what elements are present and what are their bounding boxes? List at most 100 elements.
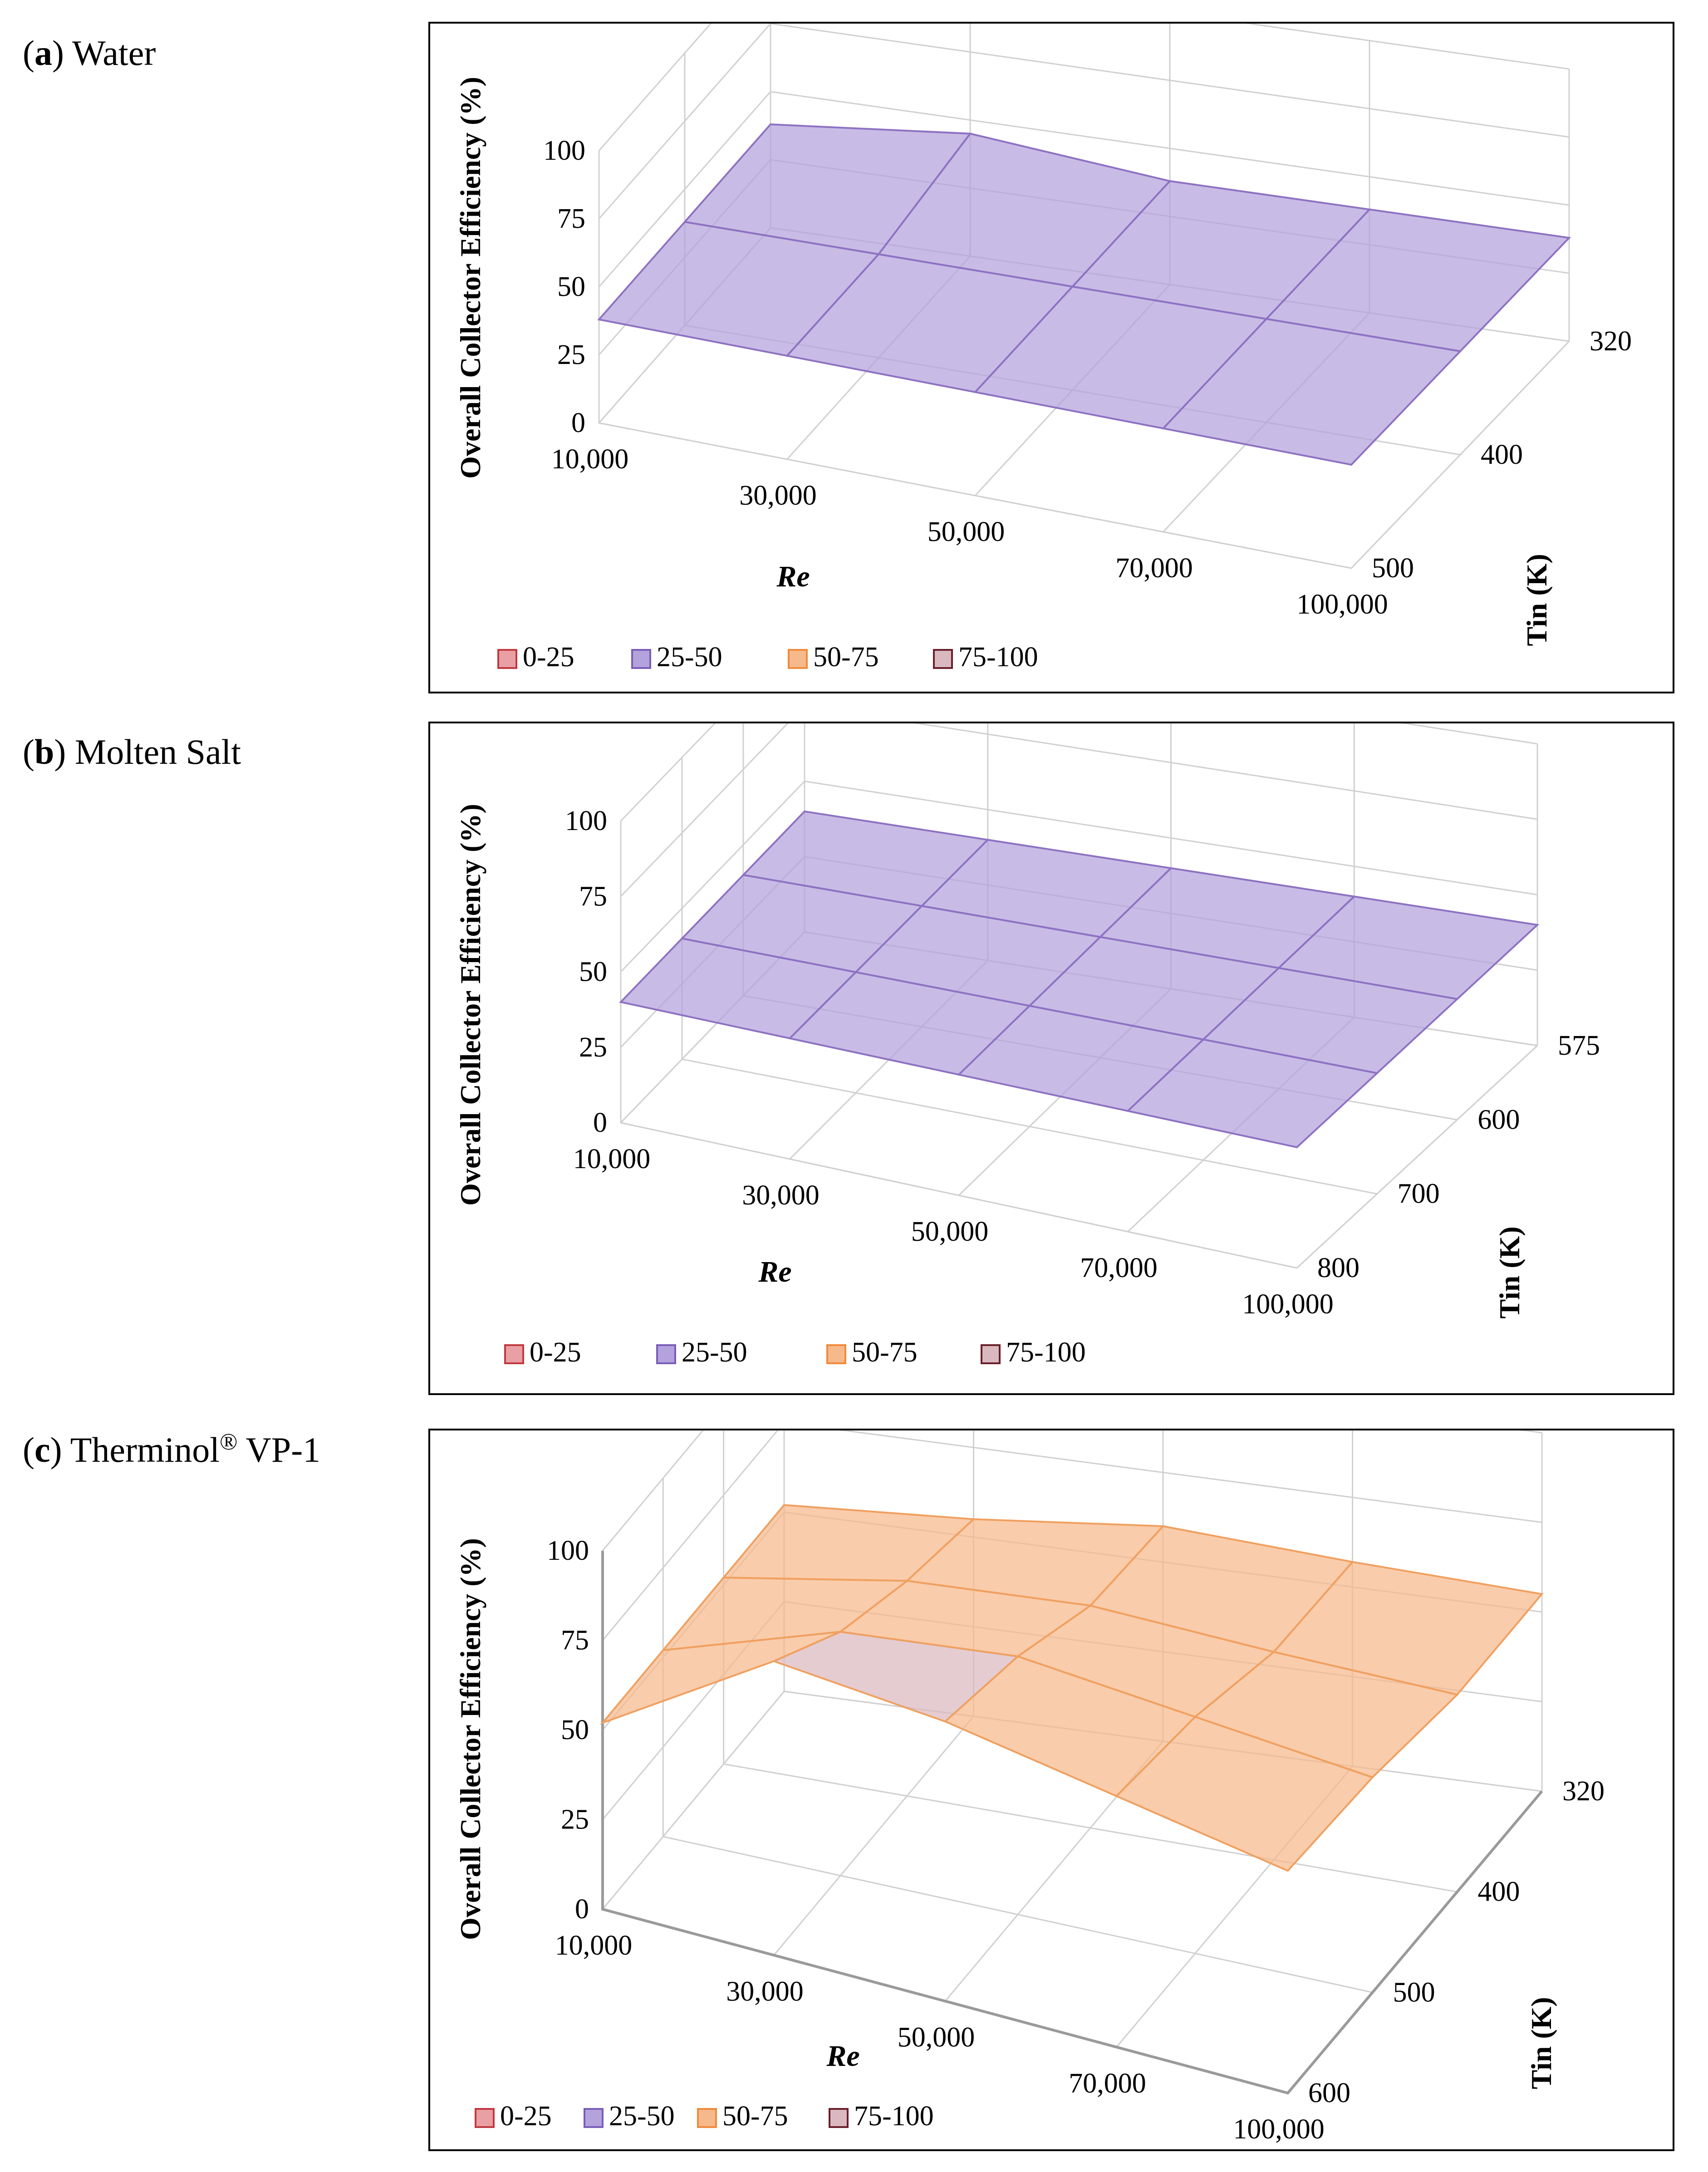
x-tick-label: 50,000 — [928, 516, 1005, 547]
legend-label: 25-50 — [657, 642, 722, 673]
z-tick-label: 100 — [547, 1535, 589, 1566]
x-tick-label: 100,000 — [1242, 1289, 1334, 1320]
y-tick-label: 320 — [1562, 1776, 1605, 1807]
legend-label: 0-25 — [530, 1337, 581, 1368]
surface-cell — [1161, 318, 1463, 466]
z-tick-label: 0 — [593, 1107, 607, 1138]
chart-c-frame: 0 25 50 75 100 10,000 30,000 50,000 70,000 100,00… — [428, 1332, 1674, 2151]
axis-edges — [601, 1551, 1543, 2095]
panel-b-letter: b — [34, 732, 54, 772]
legend-label: 75-100 — [854, 2101, 934, 2132]
panel-c-name: Therminol — [70, 1430, 220, 1469]
gridline-y-floor — [723, 1763, 1458, 1893]
x-tick-label: 30,000 — [739, 480, 817, 511]
panel-c-letter: c — [34, 1430, 50, 1469]
y-tick-label: 600 — [1477, 1104, 1520, 1135]
legend-label: 50-75 — [852, 1337, 918, 1368]
surface — [599, 1504, 1544, 1872]
gridline-x-floor — [602, 1691, 785, 1910]
y-tick-label: 800 — [1317, 1253, 1360, 1283]
gridline-z — [598, 0, 1570, 151]
z-axis-title: Overall Collector Efficiency (%) — [454, 77, 486, 479]
legend-swatch — [504, 1344, 524, 1364]
legend-label: 25-50 — [682, 1337, 747, 1368]
legend: 0-25 25-50 50-75 75-100 — [475, 2101, 934, 2132]
y-axis-title: Tin (K) — [1525, 1997, 1557, 2089]
legend-label: 75-100 — [1006, 1337, 1086, 1368]
legend-swatch — [656, 1344, 676, 1364]
panel-c-registered-mark: ® — [219, 1429, 238, 1455]
surface-cell — [1126, 1038, 1379, 1149]
panel-b-caption: (b) Molten Salt — [23, 732, 241, 772]
z-tick-label: 50 — [579, 957, 607, 988]
x-tick-label: 50,000 — [898, 2022, 975, 2053]
legend-swatch — [829, 2108, 849, 2128]
z-tick-label: 75 — [561, 1625, 589, 1656]
chart-a-frame: 0 25 50 75 100 10,000 30,000 50,000 70,000 100,00… — [428, 0, 1674, 693]
panel-a-name: Water — [72, 33, 156, 73]
surface — [597, 123, 1571, 466]
surface — [619, 810, 1540, 1149]
y-tick-label: 575 — [1558, 1030, 1600, 1061]
x-tick-label: 10,000 — [555, 1930, 633, 1961]
axis-edges — [598, 151, 1570, 569]
x-tick-label: 100,000 — [1233, 2114, 1325, 2145]
legend-swatch — [697, 2108, 717, 2128]
x-axis-title: Re — [826, 2039, 859, 2073]
legend-label: 75-100 — [958, 642, 1038, 673]
legend-swatch — [584, 2108, 604, 2128]
x-tick-label: 30,000 — [742, 1180, 820, 1211]
x-tick-label: 50,000 — [911, 1216, 989, 1247]
x-tick-label: 100,000 — [1296, 589, 1388, 620]
legend-label: 50-75 — [813, 642, 879, 673]
panel-b-name: Molten Salt — [74, 732, 241, 772]
y-axis-title: Tin (K) — [1521, 554, 1553, 646]
legend-label: 50-75 — [722, 2101, 788, 2132]
x-axis-title: Re — [758, 1255, 791, 1288]
x-tick-label: 70,000 — [1115, 553, 1193, 584]
chart-b-plot: 0 25 50 75 100 10,000 30,000 50,000 70,000 100,00… — [454, 629, 1600, 1368]
tick-labels: 0 25 50 75 100 10,000 30,000 50,000 70,000 100,00… — [543, 135, 1632, 620]
axis-edges — [620, 821, 1538, 1269]
gridline-y-floor — [663, 1836, 1373, 1993]
tick-labels: 0 25 50 75 100 10,000 30,000 50,000 70,000 100,00… — [565, 806, 1600, 1320]
legend-swatch — [826, 1344, 846, 1364]
tick-labels: 0 25 50 75 100 10,000 30,000 50,000 70,000 100,00… — [547, 1535, 1605, 2145]
legend: 0-25 25-50 50-75 75-100 — [504, 1337, 1086, 1368]
legend-swatch — [497, 649, 517, 669]
surface-cell — [1115, 1715, 1374, 1872]
panel-c-caption: (c) Therminol® VP-1 — [23, 1429, 321, 1469]
y-tick-label: 400 — [1477, 1877, 1520, 1907]
z-tick-label: 100 — [565, 806, 607, 836]
legend-label: 25-50 — [609, 2101, 675, 2132]
z-axis-title: Overall Collector Efficiency (%) — [454, 804, 486, 1206]
z-tick-label: 0 — [571, 408, 585, 438]
surface-cell — [599, 1631, 841, 1725]
z-tick-label: 0 — [575, 1894, 589, 1925]
x-tick-label: 70,000 — [1069, 2068, 1146, 2099]
y-tick-label: 600 — [1308, 2078, 1350, 2108]
legend: 0-25 25-50 50-75 75-100 — [497, 642, 1038, 673]
y-tick-label: 700 — [1398, 1179, 1440, 1209]
gridline-y-floor — [682, 1058, 1377, 1195]
z-tick-label: 25 — [579, 1032, 607, 1063]
z-tick-label: 75 — [579, 881, 607, 912]
legend-label: 0-25 — [500, 2101, 552, 2132]
panel-a-caption: (a) Water — [23, 33, 156, 73]
x-tick-label: 30,000 — [726, 1976, 804, 2007]
z-tick-label: 25 — [561, 1804, 589, 1835]
chart-a-plot: 0 25 50 75 100 10,000 30,000 50,000 70,000 100,00… — [454, 0, 1632, 673]
legend-label: 0-25 — [523, 642, 574, 673]
z-tick-label: 100 — [543, 135, 585, 166]
gridline-x-floor — [773, 1716, 974, 1956]
y-tick-label: 500 — [1393, 1977, 1435, 2008]
x-tick-label: 10,000 — [573, 1144, 651, 1174]
z-axis-title: Overall Collector Efficiency (%) — [454, 1538, 486, 1940]
z-tick-label: 75 — [557, 203, 585, 234]
y-tick-label: 320 — [1590, 326, 1632, 357]
z-tick-label: 25 — [557, 339, 585, 370]
panel-a-letter: a — [34, 33, 52, 73]
y-tick-label: 500 — [1372, 553, 1414, 584]
panel-c-suffix: VP-1 — [237, 1430, 321, 1469]
legend-swatch — [933, 649, 953, 669]
